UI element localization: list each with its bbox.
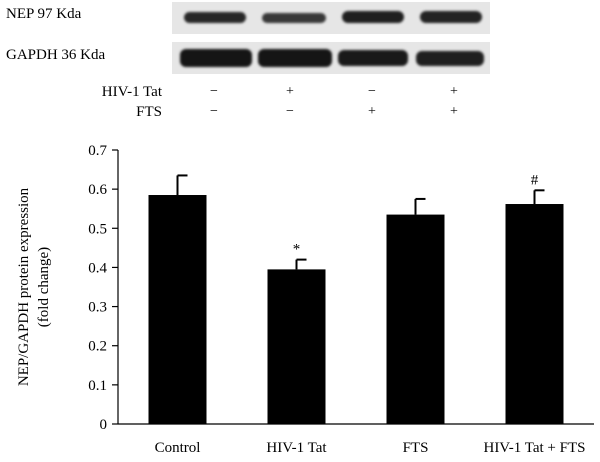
treatment-sign-fts-2: − bbox=[286, 104, 294, 119]
significance-marker: * bbox=[293, 242, 301, 258]
blot-strip-gapdh bbox=[172, 42, 490, 74]
y-tick-label: 0.3 bbox=[88, 300, 107, 316]
x-tick-label: HIV-1 Tat bbox=[266, 440, 327, 456]
y-tick-label: 0.6 bbox=[88, 182, 107, 198]
bar bbox=[386, 214, 445, 424]
y-axis-title-line: NEP/GAPDH protein expression bbox=[16, 187, 32, 386]
treatment-sign-tat-2: + bbox=[286, 84, 294, 99]
blot-label-gapdh: GAPDH 36 Kda bbox=[6, 47, 106, 63]
x-tick-label: Control bbox=[155, 440, 201, 456]
blot-strip-nep bbox=[172, 2, 490, 34]
x-tick-label: HIV-1 Tat + FTS bbox=[483, 440, 585, 456]
bars bbox=[148, 174, 564, 424]
treatment-label-fts: FTS bbox=[136, 104, 162, 120]
y-tick-label: 0.2 bbox=[88, 339, 107, 355]
x-tick-label: FTS bbox=[403, 440, 429, 456]
treatment-sign-tat-3: − bbox=[368, 84, 376, 99]
band-nep-3 bbox=[342, 11, 404, 23]
band-nep-4 bbox=[420, 11, 482, 23]
band-gapdh-2 bbox=[258, 49, 332, 67]
band-gapdh-4 bbox=[416, 51, 484, 66]
y-tick-label: 0.1 bbox=[88, 378, 107, 394]
labels: 0 0.1 0.2 0.3 0.4 0.5 0.6 0.7 Control * HIV-1 Tat F… bbox=[88, 143, 585, 456]
bar bbox=[505, 204, 564, 424]
treatment-sign-fts-4: + bbox=[450, 104, 458, 119]
y-tick-label: 0.4 bbox=[88, 260, 107, 276]
significance-marker: # bbox=[531, 172, 539, 188]
band-gapdh-1 bbox=[180, 49, 252, 67]
band-nep-2 bbox=[262, 13, 326, 23]
treatment-sign-tat-4: + bbox=[450, 84, 458, 99]
treatment-sign-tat-1: − bbox=[210, 84, 218, 99]
treatment-sign-fts-1: − bbox=[210, 104, 218, 119]
y-tick-label: 0.5 bbox=[88, 221, 107, 237]
y-axis-title: NEP/GAPDH protein expression (fold change… bbox=[16, 187, 52, 386]
y-tick-label: 0.7 bbox=[88, 143, 107, 159]
band-nep-1 bbox=[184, 12, 246, 23]
bar bbox=[148, 195, 207, 424]
band-gapdh-3 bbox=[338, 50, 408, 66]
treatment-sign-fts-3: + bbox=[368, 104, 376, 119]
treatment-label-tat: HIV-1 Tat bbox=[101, 84, 162, 100]
bar-chart: NEP/GAPDH protein expression (fold change… bbox=[16, 143, 594, 456]
bar bbox=[267, 269, 326, 424]
y-axis-title-line: (fold change) bbox=[36, 247, 52, 327]
blot-label-nep: NEP 97 Kda bbox=[6, 6, 82, 22]
y-tick-label: 0 bbox=[100, 417, 108, 433]
